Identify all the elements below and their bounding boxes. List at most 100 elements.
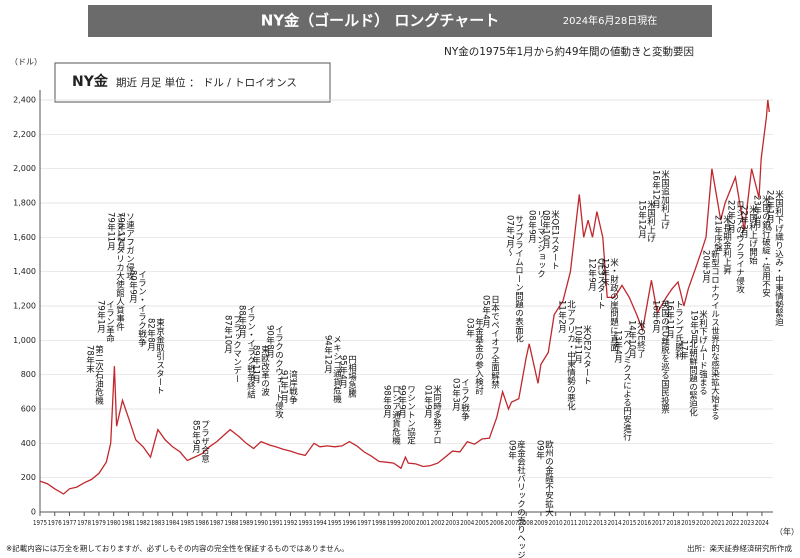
annotation-event: プラザ合意	[200, 420, 210, 463]
annotation-date: 10年11月	[573, 325, 583, 365]
footnote: ※記載内容には万全を期しておりますが、必ずしもその内容の完全性を保証するものでは…	[6, 543, 349, 553]
annotation-date: 08年9月	[527, 210, 537, 244]
annotation-date: 16年12月	[651, 170, 661, 210]
x-tick-label: 2004	[460, 519, 474, 527]
annotation-date: 05年4月	[481, 295, 491, 329]
annotation-date: 15年12月	[637, 200, 647, 240]
x-tick-label: 2010	[549, 519, 563, 527]
y-tick-label: 400	[21, 439, 36, 448]
x-tick-label: 2014	[608, 519, 622, 527]
x-tick-label: 2012	[578, 519, 592, 527]
x-tick-label: 2006	[490, 519, 504, 527]
x-tick-label: 2020	[696, 519, 710, 527]
annotation-date: 09年	[507, 440, 517, 460]
annotation-event: 米QE1スタート	[550, 209, 560, 270]
x-tick-label: 1979	[92, 519, 106, 527]
annotation-date: 13年4月	[613, 330, 623, 364]
date: 2024年6月28日現在	[563, 14, 658, 27]
x-tick-label: 2013	[593, 519, 607, 527]
annotation-event: 北アフリカ・中東情勢の悪化	[566, 300, 576, 411]
chart-title: NY金（ゴールド） ロングチャート	[261, 12, 500, 30]
x-tick-label: 2007	[504, 519, 518, 527]
x-tick-label: 1981	[121, 519, 135, 527]
x-tick-label: 2011	[563, 519, 577, 527]
annotation-event: 米利下げムード強まる	[698, 309, 708, 395]
annotation-event: 米国の銀行破綻・信用不安	[761, 194, 771, 297]
annotation-event: イラク戦争	[460, 378, 470, 421]
x-tick-label: 1978	[77, 519, 91, 527]
annotation-date: 80年9月	[128, 270, 138, 304]
annotation-date: 79年12月	[116, 212, 126, 252]
annotation-event: 米長期金利上昇	[722, 214, 732, 275]
annotation-event: 北朝鮮問題の緊迫化	[688, 340, 698, 417]
header-bar	[88, 5, 712, 37]
x-tick-label: 2005	[475, 519, 489, 527]
x-tick-label: 2021	[711, 519, 725, 527]
x-tick-label: 2019	[681, 519, 695, 527]
annotation-event: 東京金取引スタート	[155, 317, 165, 394]
x-tick-label: 1995	[328, 519, 342, 527]
annotation-event: ロシアのウクライナ侵攻	[735, 200, 745, 294]
legend-box	[54, 62, 331, 103]
x-tick-label: 1976	[48, 519, 62, 527]
x-tick-label: 2009	[534, 519, 548, 527]
x-tick-label: 1997	[357, 519, 371, 527]
y-tick-label: 1,200	[13, 302, 36, 311]
annotation-event: メキシコ通貨危機	[332, 335, 342, 404]
source: 出所：楽天証券経済研究所作成	[687, 543, 792, 553]
y-tick-label: 1,400	[13, 267, 36, 276]
y-unit: （ドル）	[10, 58, 42, 67]
annotation-date: 16年11月	[665, 300, 675, 340]
annotation-date: 85年9月	[191, 420, 201, 454]
annotation-event: イラン・イラク戦争終結	[246, 305, 256, 399]
legend-note: 期近 月足 単位 ： ドル / トロイオンス	[116, 76, 297, 89]
annotation-date: 78年末	[85, 345, 95, 374]
annotation-event: イラクのクウェート侵攻	[274, 325, 284, 419]
annotation-date: 89年11月	[251, 345, 261, 385]
annotation-event: 年金基金の参入検討	[474, 317, 484, 394]
annotation-date: 08年10月	[541, 210, 551, 250]
annotation-event: 米・財政の崖問題に直面	[609, 257, 619, 352]
y-tick-label: 1,000	[13, 336, 36, 345]
annotation-event: 欧州の金融不安拡大	[544, 439, 554, 517]
annotation-date: 11年2月	[557, 300, 567, 334]
annotation-date: 14年10月	[627, 320, 637, 360]
annotation-date: 07年7月～	[505, 215, 515, 257]
x-tick-label: 2022	[725, 519, 739, 527]
annotation-date: 03年	[465, 318, 475, 338]
annotation-event: ソ連アフガン侵攻	[125, 212, 135, 281]
annotation-date: 99年9月	[397, 385, 407, 419]
annotation-date: 12年9月	[587, 258, 597, 292]
annotation-date: 88年8月	[237, 305, 247, 339]
x-tick-label: 1986	[195, 519, 209, 527]
x-tick-label: 1998	[372, 519, 386, 527]
x-tick-label: 1999	[387, 519, 401, 527]
annotation-event: 産金会社バリックの売りヘッジ外し	[516, 439, 526, 558]
x-tick-label: 1983	[151, 519, 165, 527]
x-tick-label: 2002	[431, 519, 445, 527]
annotation-date: 16年6月	[651, 300, 661, 334]
annotation-date: 12年末	[600, 258, 610, 287]
annotation-event: QE3スタート	[596, 258, 606, 309]
annotation-event: ワシントン協定	[406, 385, 416, 445]
annotation-date: 01年9月	[423, 385, 433, 419]
annotation-date: 09年	[535, 440, 545, 460]
x-tick-label: 1993	[298, 519, 312, 527]
annotation-date: 91年1月	[279, 370, 289, 404]
annotation-date: 21年序盤	[713, 215, 723, 251]
annotation-event: 米国利下げ織り込み・中東情勢緊迫	[774, 189, 784, 326]
x-tick-label: 2017	[652, 519, 666, 527]
annotation-event: アベノミクスによる円安進行	[622, 330, 632, 441]
annotation-event: イラン革命	[105, 300, 115, 343]
annotation-date: 23年3月	[752, 195, 762, 229]
y-tick-label: 2,200	[13, 130, 36, 139]
x-tick-label: 2003	[446, 519, 460, 527]
x-tick-label: 1989	[239, 519, 253, 527]
x-tick-label: 1987	[210, 519, 224, 527]
y-tick-label: 0	[31, 508, 36, 517]
annotation-event: 東欧改革の波	[260, 344, 270, 397]
x-tick-label: 1982	[136, 519, 150, 527]
annotation-event: 米国追加利上げ	[660, 169, 670, 229]
x-tick-label: 2001	[416, 519, 430, 527]
